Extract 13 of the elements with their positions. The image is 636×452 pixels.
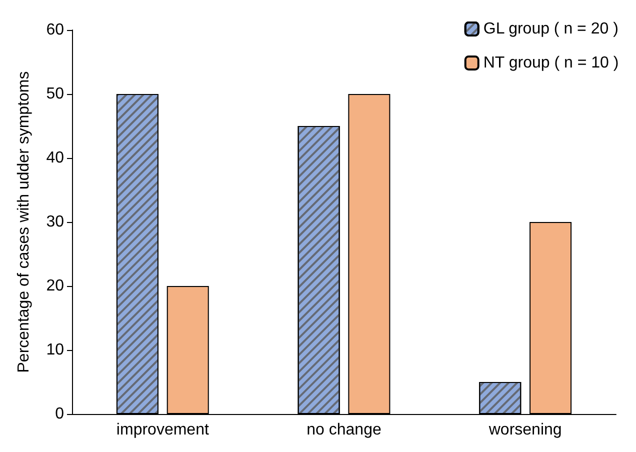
y-tick-label: 40 <box>46 150 64 166</box>
x-tick-label: improvement <box>116 422 210 438</box>
legend-label: NT group ( n = 10 ) <box>483 54 619 72</box>
y-axis-title: Percentage of cases with udder symptoms <box>16 71 32 373</box>
y-tick-label: 0 <box>55 406 64 422</box>
legend-label: GL group ( n = 20 ) <box>483 20 618 38</box>
y-tick-label: 10 <box>46 342 64 358</box>
y-tick-label: 50 <box>46 86 64 102</box>
x-tick-label: worsening <box>488 422 562 438</box>
x-tick-label: no change <box>306 422 382 438</box>
y-tick-label: 60 <box>46 22 64 38</box>
y-tick-label: 20 <box>46 278 64 294</box>
y-tick-label: 30 <box>46 214 64 230</box>
